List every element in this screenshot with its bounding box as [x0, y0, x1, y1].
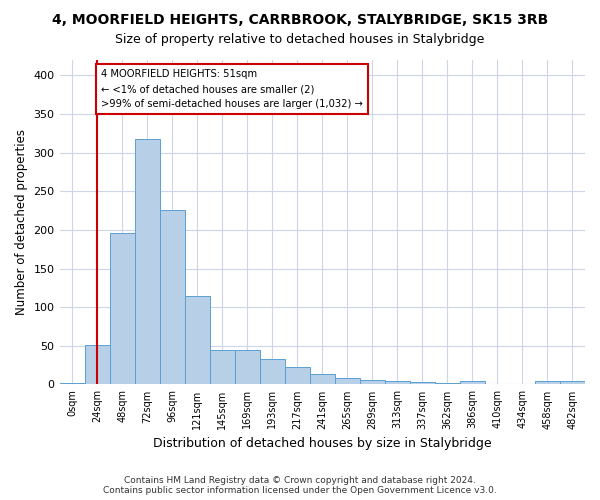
Text: Size of property relative to detached houses in Stalybridge: Size of property relative to detached ho… — [115, 32, 485, 46]
Bar — [410, 382, 435, 384]
X-axis label: Distribution of detached houses by size in Stalybridge: Distribution of detached houses by size … — [153, 437, 491, 450]
Bar — [85, 345, 110, 385]
Bar — [160, 210, 185, 384]
Bar — [59, 383, 85, 384]
Text: 4 MOORFIELD HEIGHTS: 51sqm
← <1% of detached houses are smaller (2)
>99% of semi: 4 MOORFIELD HEIGHTS: 51sqm ← <1% of deta… — [101, 70, 363, 109]
Bar — [335, 378, 360, 384]
Bar — [134, 139, 160, 384]
Bar — [185, 296, 209, 384]
Bar — [285, 368, 310, 384]
Bar — [385, 380, 410, 384]
Bar — [435, 383, 460, 384]
Bar — [110, 233, 134, 384]
Text: Contains HM Land Registry data © Crown copyright and database right 2024.
Contai: Contains HM Land Registry data © Crown c… — [103, 476, 497, 495]
Bar — [560, 382, 585, 384]
Text: 4, MOORFIELD HEIGHTS, CARRBROOK, STALYBRIDGE, SK15 3RB: 4, MOORFIELD HEIGHTS, CARRBROOK, STALYBR… — [52, 12, 548, 26]
Bar — [235, 350, 260, 384]
Bar — [460, 382, 485, 384]
Bar — [360, 380, 385, 384]
Y-axis label: Number of detached properties: Number of detached properties — [15, 129, 28, 315]
Bar — [260, 359, 285, 384]
Bar — [535, 380, 560, 384]
Bar — [209, 350, 235, 384]
Bar — [310, 374, 335, 384]
